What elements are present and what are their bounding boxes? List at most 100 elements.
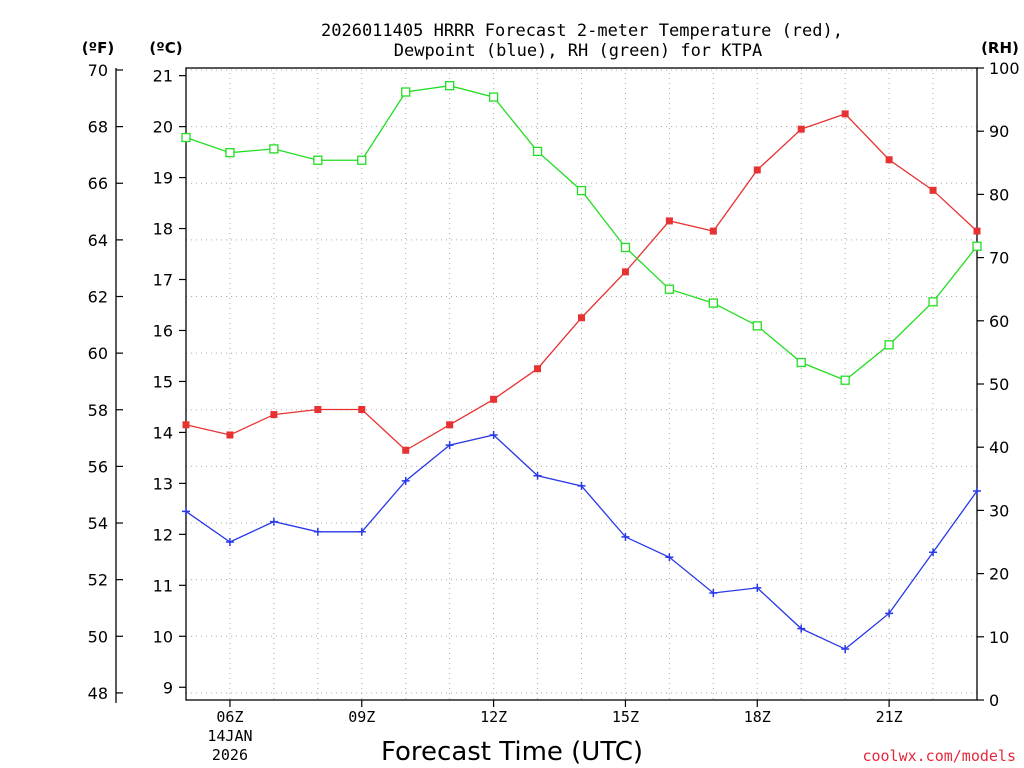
dewpoint-point [753, 583, 762, 592]
rh-point [664, 284, 675, 294]
chart-title-line1: 2026011405 HRRR Forecast 2-meter Tempera… [321, 21, 843, 41]
rh-tick-label: 10 [989, 628, 1009, 647]
temperature-point [314, 405, 322, 413]
temperature-point [182, 421, 190, 429]
x-tick-label: 06Z [216, 708, 243, 726]
rh-point [928, 297, 938, 307]
temperature-point [665, 217, 673, 225]
rh-point [357, 155, 367, 165]
rh-point [796, 357, 806, 368]
rh-point [532, 146, 543, 157]
celsius-tick-label: 18 [153, 220, 173, 239]
celsius-tick-label: 16 [153, 321, 173, 340]
dewpoint-point [577, 481, 586, 490]
fahrenheit-tick-label: 62 [88, 288, 108, 307]
dewpoint-point [621, 532, 630, 541]
fahrenheit-tick-label: 70 [88, 61, 108, 80]
dewpoint-point [533, 471, 542, 480]
fahrenheit-axis-label: (ºF) [82, 39, 114, 57]
temperature-point [885, 156, 893, 164]
rh-point [225, 148, 235, 158]
celsius-tick-label: 20 [153, 118, 173, 137]
dewpoint-point [357, 527, 366, 536]
temperature-point [270, 411, 278, 419]
temperature-point [841, 110, 849, 118]
fahrenheit-tick-label: 64 [88, 231, 108, 250]
temperature-point [226, 431, 234, 439]
temperature-point [797, 125, 805, 133]
rh-point [708, 298, 718, 308]
fahrenheit-tick-label: 56 [88, 457, 108, 476]
rh-point [576, 185, 587, 196]
celsius-tick-label: 15 [153, 372, 173, 391]
rh-point [752, 321, 762, 331]
fahrenheit-tick-label: 54 [88, 514, 108, 533]
rh-point [488, 92, 499, 102]
celsius-tick-label: 14 [153, 423, 173, 442]
temperature-point [709, 227, 717, 235]
x-year-label: 2026 [212, 746, 248, 764]
rh-tick-label: 50 [989, 375, 1009, 394]
rh-point [840, 375, 850, 385]
rh-point [269, 144, 279, 154]
temperature-point [446, 421, 454, 429]
dewpoint-point [445, 441, 454, 450]
rh-tick-label: 70 [989, 249, 1009, 268]
temperature-point [753, 166, 761, 174]
dewpoint-point [797, 624, 806, 633]
dewpoint-point [269, 517, 278, 526]
rh-point [313, 155, 323, 165]
temperature-point [621, 268, 629, 276]
x-axis-title: Forecast Time (UTC) [381, 737, 643, 767]
chart-title-line2: Dewpoint (blue), RH (green) for KTPA [394, 41, 762, 61]
dewpoint-point [182, 507, 190, 516]
x-tick-label: 12Z [480, 708, 507, 726]
fahrenheit-tick-label: 66 [88, 174, 108, 193]
rh-tick-label: 90 [989, 122, 1009, 141]
temperature-point [973, 227, 981, 235]
rh-line [185, 85, 978, 381]
rh-point [181, 132, 191, 143]
rh-tick-label: 40 [989, 438, 1009, 457]
dewpoint-point [973, 487, 981, 496]
rh-point [972, 241, 982, 251]
x-tick-label: 15Z [612, 708, 639, 726]
dewpoint-point [929, 548, 938, 557]
dewpoint-point [665, 553, 674, 562]
celsius-axis-label: (ºC) [149, 39, 182, 57]
celsius-tick-label: 21 [153, 67, 173, 86]
celsius-tick-label: 19 [153, 169, 173, 188]
dewpoint-point [401, 476, 410, 485]
temperature-point [534, 365, 542, 373]
x-tick-label: 09Z [348, 708, 375, 726]
dewpoint-point [841, 645, 850, 654]
temperature-point [402, 446, 410, 454]
dewpoint-line [185, 434, 978, 650]
dewpoint-point [225, 538, 234, 546]
fahrenheit-tick-label: 58 [88, 401, 108, 420]
temperature-point [578, 314, 585, 322]
rh-tick-label: 60 [989, 312, 1009, 331]
dewpoint-point [313, 527, 322, 536]
rh-tick-label: 80 [989, 185, 1009, 204]
rh-point [884, 340, 894, 350]
rh-axis-label: (RH) [981, 39, 1019, 57]
fahrenheit-tick-label: 60 [88, 344, 108, 363]
temperature-point [490, 395, 498, 403]
grid-layer [186, 68, 977, 700]
x-date-label: 14JAN [207, 727, 252, 745]
rh-point [401, 87, 411, 97]
fahrenheit-tick-label: 50 [88, 627, 108, 646]
celsius-tick-label: 12 [153, 525, 173, 544]
rh-tick-label: 0 [989, 691, 999, 710]
x-tick-label: 21Z [876, 708, 903, 726]
fahrenheit-tick-label: 52 [88, 571, 108, 590]
celsius-tick-label: 10 [153, 627, 173, 646]
dewpoint-point [885, 609, 894, 618]
axes-layer: 48 50 52 54 56 58 60 62 64 66 68 70 9 10 11 12 13 14 15 16 1… [88, 59, 1020, 764]
credit-text: coolwx.com/models [862, 747, 1016, 765]
fahrenheit-tick-label: 68 [88, 118, 108, 137]
celsius-tick-label: 17 [153, 271, 173, 290]
celsius-tick-label: 9 [163, 678, 173, 697]
